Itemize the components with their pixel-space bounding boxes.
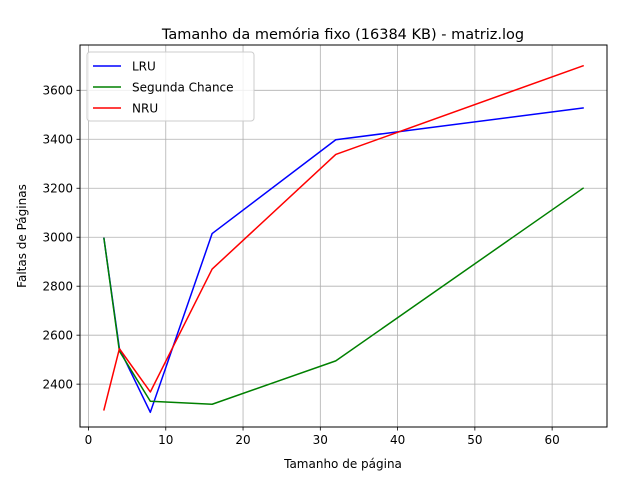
y-axis-label: Faltas de Páginas (15, 184, 29, 288)
x-tick-label: 40 (390, 433, 405, 447)
legend-label-lru: LRU (132, 59, 156, 73)
chart-title: Tamanho da memória fixo (16384 KB) - mat… (161, 27, 524, 43)
x-axis: 0 10 20 30 40 50 60 (85, 427, 560, 447)
x-axis-label: Tamanho de página (283, 457, 402, 471)
x-tick-label: 60 (544, 433, 559, 447)
series-line-segunda-chance (103, 187, 585, 405)
y-tick-label: 2400 (42, 377, 73, 391)
y-tick-label: 2800 (42, 279, 73, 293)
legend-label-segunda-chance: Segunda Chance (132, 80, 234, 94)
y-axis: 2400 2600 2800 3000 3200 3400 3600 (42, 84, 80, 391)
x-tick-label: 30 (313, 433, 328, 447)
y-tick-label: 3200 (42, 181, 73, 195)
x-tick-label: 10 (158, 433, 173, 447)
legend: LRU Segunda Chance NRU (86, 51, 255, 122)
x-tick-label: 20 (235, 433, 250, 447)
legend-label-nru: NRU (132, 101, 158, 115)
y-tick-label: 3600 (42, 84, 73, 98)
series-lines (103, 64, 585, 414)
y-tick-label: 3000 (42, 230, 73, 244)
x-tick-label: 50 (467, 433, 482, 447)
y-tick-label: 2600 (42, 328, 73, 342)
legend-box (86, 51, 255, 122)
x-tick-label: 0 (85, 433, 93, 447)
plot-frame (79, 44, 608, 428)
series-line-nru (103, 64, 585, 411)
y-tick-label: 3400 (42, 132, 73, 146)
